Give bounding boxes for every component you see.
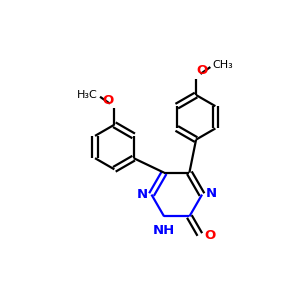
Text: O: O [204, 230, 215, 242]
Text: N: N [136, 188, 148, 201]
Text: NH: NH [153, 224, 175, 237]
Text: CH₃: CH₃ [212, 60, 233, 70]
Text: O: O [103, 94, 114, 107]
Text: N: N [206, 187, 217, 200]
Text: O: O [197, 64, 208, 77]
Text: H₃C: H₃C [77, 90, 98, 100]
